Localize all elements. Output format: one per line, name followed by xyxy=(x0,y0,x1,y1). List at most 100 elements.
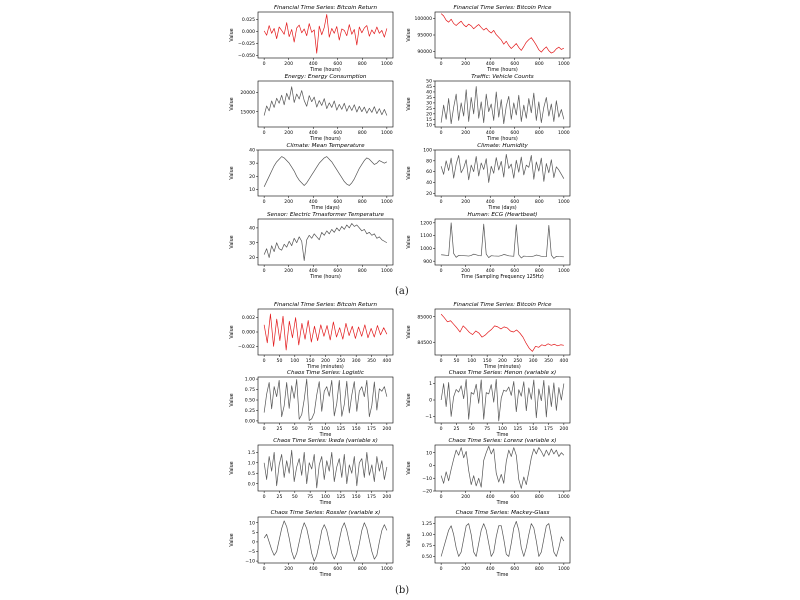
x-axis-label: Time (days) xyxy=(310,205,339,211)
chart-panel-4: Traffic: Vehicle Counts 0 200 400 600 800 1000… xyxy=(406,74,571,142)
y-tick-label: 30 xyxy=(426,101,432,107)
chart-title: Chaos Time Series: Lorenz (variable x) xyxy=(448,438,556,444)
x-tick-label: 800 xyxy=(535,61,544,67)
x-tick-label: 800 xyxy=(358,130,367,136)
y-tick-label: 10 xyxy=(426,122,432,128)
series-line-1 xyxy=(263,14,388,54)
y-tick-label: 20 xyxy=(249,255,255,261)
x-tick-label: 175 xyxy=(367,494,376,500)
x-tick-label: 600 xyxy=(333,199,342,205)
plot-frame xyxy=(434,516,571,564)
y-tick-label: −10 xyxy=(422,476,432,482)
x-tick-label: 100 xyxy=(467,358,476,364)
x-axis-label: Time xyxy=(496,432,509,438)
x-axis-label: Time (days) xyxy=(487,205,516,211)
chart-panel-10: Financial Time Series: Bitcoin Price 0 50 1… xyxy=(406,302,571,370)
x-tick-label: 0 xyxy=(440,358,443,364)
y-axis-label: Value xyxy=(406,166,412,179)
x-tick-label: 75 xyxy=(484,426,490,432)
x-axis-label: Time (hours) xyxy=(486,136,518,142)
x-axis-label: Time xyxy=(319,572,332,578)
x-tick-label: 300 xyxy=(529,358,538,364)
series-line-1 xyxy=(440,153,565,183)
x-tick-label: 1000 xyxy=(381,566,393,572)
chart-panel-8: Human: ECG (Heartbeat) 0 200 400 600 800 1000 9… xyxy=(406,212,571,280)
x-tick-label: 0 xyxy=(440,61,443,67)
x-tick-label: 800 xyxy=(358,199,367,205)
y-tick-label: −0.050 xyxy=(238,53,255,59)
x-axis-label: Time (Sampling Frequency 125Hz) xyxy=(460,274,544,280)
chart-title: Climate: Mean Temperature xyxy=(286,143,365,149)
plot-frame xyxy=(434,376,571,424)
x-tick-label: 600 xyxy=(333,268,342,274)
y-tick-label: 20000 xyxy=(240,90,255,96)
x-tick-label: 1000 xyxy=(558,566,570,572)
chart-title: Chaos Time Series: Rossler (variable x) xyxy=(271,510,381,516)
y-tick-label: 0.0 xyxy=(248,481,255,487)
series-line-1 xyxy=(263,313,388,351)
y-tick-label: 45 xyxy=(426,84,432,90)
series-line-1 xyxy=(440,445,565,489)
y-axis-label: Value xyxy=(406,461,412,474)
x-tick-label: 800 xyxy=(535,494,544,500)
plot-frame xyxy=(434,308,571,356)
series-line-1 xyxy=(440,313,564,352)
y-axis-label: Value xyxy=(229,28,235,41)
x-tick-label: 200 xyxy=(461,61,470,67)
x-tick-label: 1000 xyxy=(558,199,570,205)
x-tick-label: 0 xyxy=(263,494,266,500)
y-tick-label: 20 xyxy=(426,191,432,197)
y-tick-label: 5 xyxy=(252,530,255,536)
x-tick-label: 200 xyxy=(382,426,391,432)
y-tick-label: 0.025 xyxy=(242,17,255,23)
x-tick-label: 150 xyxy=(306,358,315,364)
x-tick-label: 200 xyxy=(461,199,470,205)
y-tick-label: 0.002 xyxy=(242,315,255,321)
x-tick-label: 175 xyxy=(367,426,376,432)
chart-panel-9: Financial Time Series: Bitcoin Return 0 50… xyxy=(229,302,394,370)
plot-frame xyxy=(257,149,394,197)
x-tick-label: 600 xyxy=(510,130,519,136)
x-tick-label: 400 xyxy=(309,199,318,205)
x-tick-label: 400 xyxy=(486,494,495,500)
y-tick-label: 40 xyxy=(426,90,432,96)
y-axis-label: Value xyxy=(229,533,235,546)
y-tick-label: 0.5 xyxy=(248,471,255,477)
chart-panel-7: Sensor: Electric Trnasformer Temperature… xyxy=(229,212,394,280)
x-tick-label: 0 xyxy=(440,268,443,274)
y-tick-label: 1100 xyxy=(420,233,432,239)
y-tick-label: 10 xyxy=(426,450,432,456)
chart-title: Chaos Time Series: Logistic xyxy=(287,370,364,376)
y-tick-label: 1.0 xyxy=(248,460,255,466)
x-tick-label: 1000 xyxy=(558,268,570,274)
x-tick-label: 800 xyxy=(358,566,367,572)
x-tick-label: 200 xyxy=(321,358,330,364)
x-tick-label: 100 xyxy=(290,358,299,364)
chart-title: Financial Time Series: Bitcoin Price xyxy=(454,5,552,11)
x-tick-label: 25 xyxy=(454,426,460,432)
x-tick-label: 0 xyxy=(263,268,266,274)
y-tick-label: 10 xyxy=(249,520,255,526)
series-line-1 xyxy=(440,378,565,422)
x-tick-label: 125 xyxy=(336,494,345,500)
y-tick-label: −0.025 xyxy=(238,41,255,47)
series-line-1 xyxy=(441,222,564,259)
x-tick-label: 75 xyxy=(307,426,313,432)
x-tick-label: 200 xyxy=(461,268,470,274)
x-tick-label: 400 xyxy=(486,566,495,572)
x-tick-label: 1000 xyxy=(558,130,570,136)
x-tick-label: 200 xyxy=(461,494,470,500)
y-tick-label: 40 xyxy=(249,148,255,154)
chart-title: Financial Time Series: Bitcoin Return xyxy=(274,5,378,11)
y-axis-label: Value xyxy=(229,393,235,406)
x-axis-label: Time (minutes) xyxy=(306,364,344,370)
y-tick-label: 900 xyxy=(423,259,432,265)
x-tick-label: 200 xyxy=(461,566,470,572)
y-tick-label: 90000 xyxy=(417,49,432,55)
y-tick-label: 15000 xyxy=(240,109,255,115)
x-tick-label: 350 xyxy=(544,358,553,364)
x-tick-label: 400 xyxy=(559,358,568,364)
x-tick-label: 125 xyxy=(513,426,522,432)
y-tick-label: 1.5 xyxy=(248,450,255,456)
x-tick-label: 400 xyxy=(309,130,318,136)
